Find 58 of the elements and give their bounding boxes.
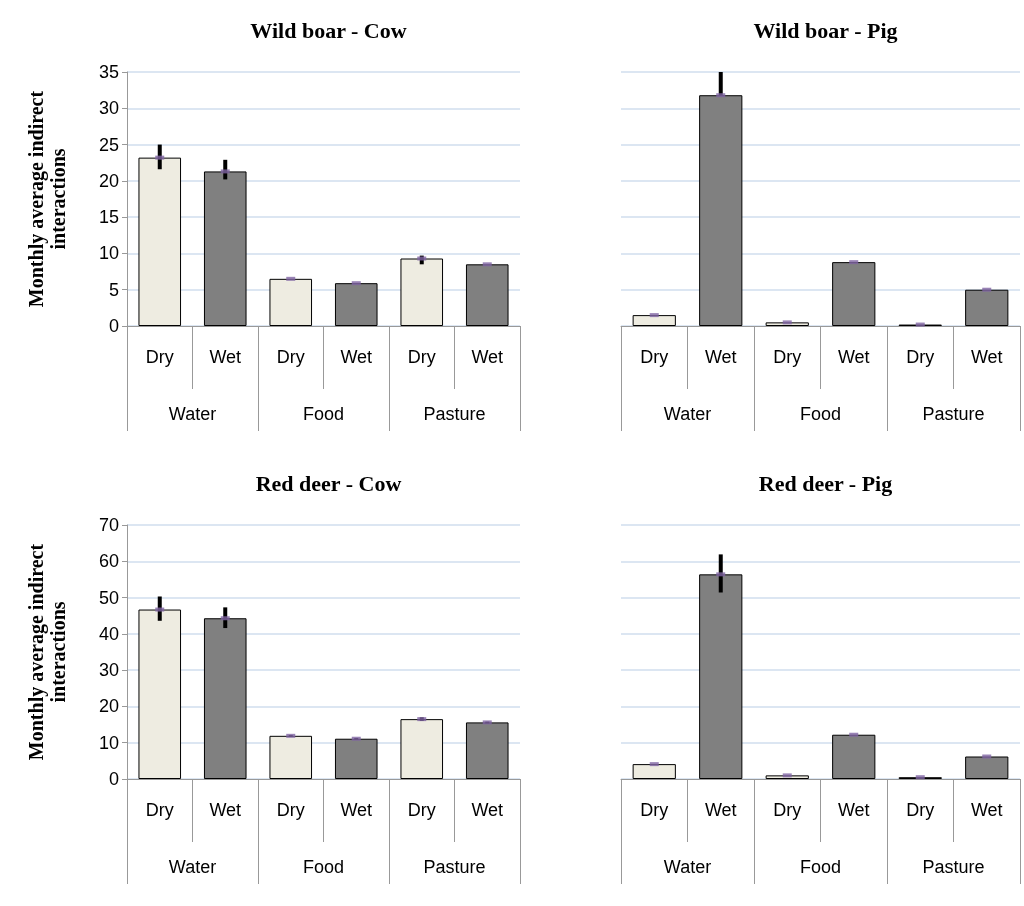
text: Food [302,857,345,877]
y-tick-label: 20 [98,170,119,191]
y-tick-label: 10 [98,243,119,264]
x-tick-label: Wet [837,347,870,367]
x-tick-label: Dry [640,800,669,820]
x-tick-label: Dry [407,347,436,367]
y-tick-label: 35 [98,62,119,82]
x-tick-label: Dry [145,800,174,820]
y-tick-label: 60 [98,551,119,572]
y-tick-label: 0 [108,769,119,789]
y-tick-label: 25 [98,134,119,155]
x-tick-label: Dry [276,347,305,367]
y-tick-label: 30 [98,660,119,681]
chart-title: Red deer - Cow [255,470,402,496]
text: Pasture [423,404,486,424]
x-tick-label: Wet [704,800,737,820]
y-tick-label: 20 [98,696,119,717]
x-tick-label: Dry [276,800,305,820]
x-tick-label: Dry [773,800,802,820]
x-tick-label: Wet [837,800,870,820]
text: Pasture [922,857,985,877]
x-tick-label: Dry [906,347,935,367]
x-tick-label: Dry [773,347,802,367]
y-tick-label: 50 [98,587,119,608]
x-tick-label: Wet [704,347,737,367]
x-tick-label: Dry [906,800,935,820]
y-axis-title: Monthly average indirect interactions [25,90,69,308]
text: Pasture [922,404,985,424]
y-tick-label: 15 [98,207,119,228]
chart-title: Wild boar - Pig [753,17,898,43]
text: Food [799,404,842,424]
x-tick-label: Wet [340,347,373,367]
y-tick-label: 5 [108,279,119,300]
x-tick-label: Wet [970,347,1003,367]
x-tick-label: Wet [209,800,242,820]
text: Food [302,404,345,424]
text: Water [168,404,217,424]
text: Food [799,857,842,877]
text: Water [663,404,712,424]
x-tick-label: Wet [471,800,504,820]
x-tick-label: Wet [209,347,242,367]
x-tick-label: Wet [340,800,373,820]
x-tick-label: Dry [145,347,174,367]
text: Water [168,857,217,877]
x-tick-label: Dry [407,800,436,820]
x-tick-label: Dry [640,347,669,367]
x-tick-label: Wet [970,800,1003,820]
y-tick-label: 40 [98,623,119,644]
y-axis-title: Monthly average indirect interactions [25,543,69,761]
y-tick-label: 0 [108,316,119,336]
y-tick-label: 10 [98,732,119,753]
x-tick-label: Wet [471,347,504,367]
text: Pasture [423,857,486,877]
y-tick-label: 30 [98,98,119,119]
chart-title: Red deer - Pig [758,470,893,496]
chart-title: Wild boar - Cow [250,17,407,43]
text: Water [663,857,712,877]
y-tick-label: 70 [98,515,119,535]
